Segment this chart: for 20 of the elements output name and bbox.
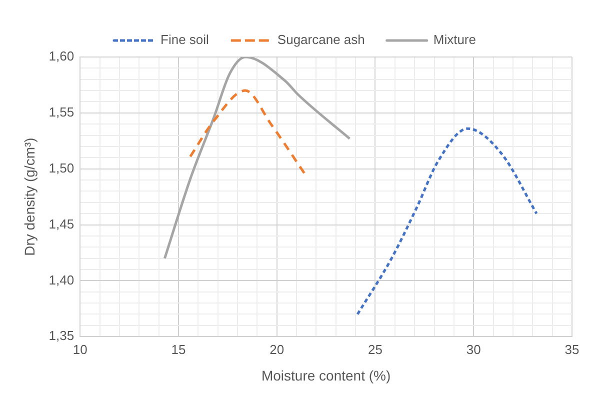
x-tick-label: 15 <box>171 342 186 357</box>
legend-label: Mixture <box>433 32 476 48</box>
line-series <box>189 89 306 175</box>
line-series <box>356 127 538 316</box>
y-tick-label: 1,60 <box>48 48 74 64</box>
y-axis-title: Dry density (g/cm³) <box>21 138 38 256</box>
x-tick-label: 35 <box>564 342 580 357</box>
y-tick-label: 1,45 <box>48 216 74 232</box>
legend-label: Sugarcane ash <box>277 32 365 48</box>
y-tick-label: 1,35 <box>48 328 74 344</box>
legend-label: Fine soil <box>160 32 210 48</box>
x-axis-title: Moisture content (%) <box>261 367 391 384</box>
line-series <box>163 57 351 260</box>
x-tick-label: 20 <box>270 342 284 357</box>
x-tick-label: 10 <box>72 342 88 357</box>
y-tick-label: 1,40 <box>48 272 74 288</box>
x-tick-label: 25 <box>368 342 382 357</box>
y-tick-label: 1,50 <box>48 160 74 176</box>
y-tick-label: 1,55 <box>48 104 74 120</box>
x-tick-label: 30 <box>466 342 481 357</box>
